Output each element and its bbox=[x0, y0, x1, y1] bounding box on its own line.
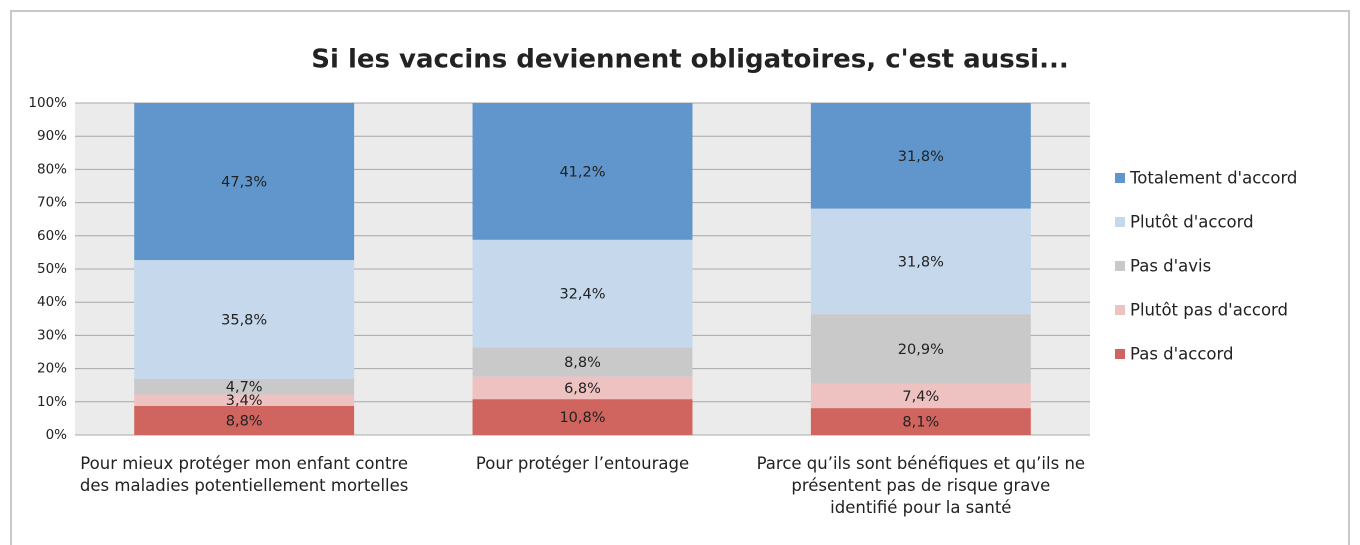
data-label: 8,1% bbox=[902, 415, 939, 431]
data-label: 20,9% bbox=[898, 342, 944, 358]
y-tick-label: 90% bbox=[37, 128, 67, 144]
y-tick-label: 70% bbox=[37, 195, 67, 211]
legend-swatch bbox=[1115, 261, 1125, 271]
y-tick-label: 50% bbox=[37, 261, 67, 277]
bar-segment bbox=[134, 103, 355, 261]
y-tick-label: 20% bbox=[37, 361, 67, 377]
data-label: 31,8% bbox=[898, 149, 944, 165]
data-label: 31,8% bbox=[898, 254, 944, 270]
x-tick-label-box: Pour mieux protéger mon enfant contre de… bbox=[79, 454, 409, 495]
bar-segment bbox=[810, 408, 1031, 435]
bar-segment bbox=[134, 405, 355, 435]
bar-segment bbox=[810, 208, 1031, 315]
y-tick-label: 10% bbox=[37, 394, 67, 410]
x-tick-label: Parce qu’ils sont bénéfiques et qu’ils n… bbox=[756, 454, 1086, 517]
bar-segment bbox=[134, 394, 355, 406]
data-label: 8,8% bbox=[564, 355, 601, 371]
x-tick-label: Pour protéger l’entourage bbox=[475, 454, 690, 473]
x-tick-label-box: Pour protéger l’entourage bbox=[475, 454, 690, 473]
data-label: 4,7% bbox=[226, 380, 263, 396]
bar-segment bbox=[134, 378, 355, 395]
data-label: 47,3% bbox=[221, 175, 267, 191]
bar-segment bbox=[810, 383, 1031, 409]
legend-swatch bbox=[1115, 305, 1125, 315]
data-label: 7,4% bbox=[902, 389, 939, 405]
bar-segment bbox=[810, 314, 1031, 384]
legend-label: Plutôt d'accord bbox=[1130, 213, 1254, 232]
data-label: 3,4% bbox=[226, 393, 263, 409]
y-tick-label: 60% bbox=[37, 228, 67, 244]
data-label: 41,2% bbox=[559, 164, 605, 180]
y-tick-label: 40% bbox=[37, 294, 67, 310]
data-label: 6,8% bbox=[564, 381, 601, 397]
x-tick-label: Pour mieux protéger mon enfant contre de… bbox=[79, 454, 409, 495]
data-label: 32,4% bbox=[559, 287, 605, 303]
bar-segment bbox=[134, 260, 355, 379]
bar-segment bbox=[472, 399, 693, 435]
legend-swatch bbox=[1115, 173, 1125, 183]
bar-segment bbox=[472, 239, 693, 348]
legend-swatch bbox=[1115, 349, 1125, 359]
legend-label: Totalement d'accord bbox=[1129, 169, 1297, 188]
y-tick-label: 0% bbox=[46, 427, 68, 443]
bar-segment bbox=[472, 103, 693, 240]
data-label: 35,8% bbox=[221, 312, 267, 328]
y-tick-label: 80% bbox=[37, 161, 67, 177]
y-tick-label: 30% bbox=[37, 327, 67, 343]
bar-segment bbox=[472, 347, 693, 377]
data-label: 10,8% bbox=[559, 410, 605, 426]
chart-title: Si les vaccins deviennent obligatoires, … bbox=[311, 45, 1068, 75]
legend-label: Pas d'avis bbox=[1130, 257, 1211, 276]
y-tick-label: 100% bbox=[28, 95, 67, 111]
legend-label: Plutôt pas d'accord bbox=[1130, 301, 1288, 320]
bar-segment bbox=[472, 376, 693, 400]
data-label: 8,8% bbox=[226, 413, 263, 429]
legend-swatch bbox=[1115, 217, 1125, 227]
bar-segment bbox=[810, 103, 1031, 209]
legend-label: Pas d'accord bbox=[1130, 345, 1234, 364]
x-tick-label-box: Parce qu’ils sont bénéfiques et qu’ils n… bbox=[756, 454, 1086, 517]
